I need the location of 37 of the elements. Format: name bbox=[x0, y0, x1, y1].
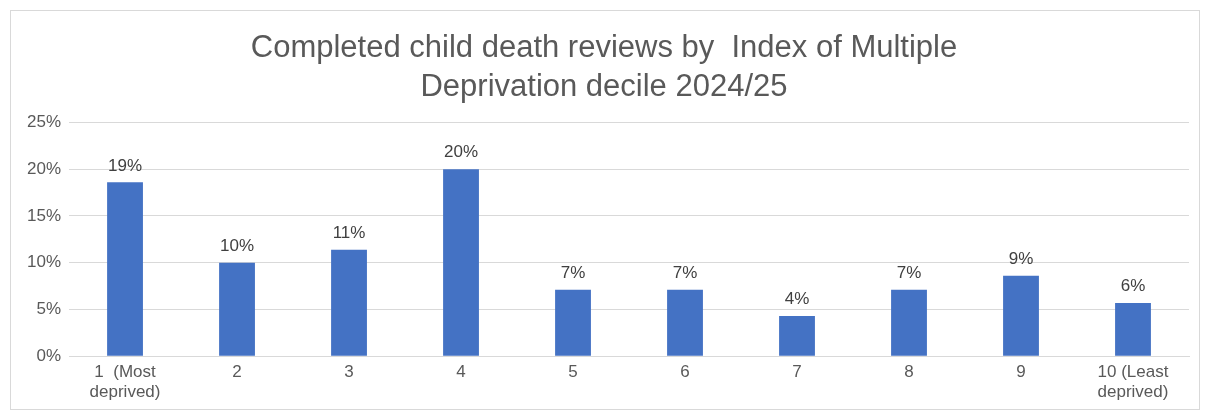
data-label: 20% bbox=[444, 142, 479, 162]
bar bbox=[1115, 302, 1151, 356]
x-tick-label: 3 bbox=[344, 362, 354, 382]
y-tick-label: 0% bbox=[36, 345, 62, 365]
data-label: 4% bbox=[784, 289, 810, 309]
data-label: 9% bbox=[1008, 248, 1034, 268]
bar bbox=[555, 289, 591, 356]
y-tick-label: 25% bbox=[26, 112, 62, 132]
chart-title: Completed child death reviews by Index of Multiple Deprivation decile 2024/25 bbox=[250, 28, 958, 103]
y-tick-label: 10% bbox=[26, 252, 62, 272]
bar bbox=[219, 262, 255, 356]
data-label: 7% bbox=[896, 263, 922, 283]
x-tick-label: 6 bbox=[680, 362, 690, 382]
y-tick-label: 5% bbox=[36, 299, 62, 319]
data-label: 7% bbox=[672, 263, 698, 283]
data-label: 10% bbox=[220, 235, 255, 255]
bar bbox=[1003, 275, 1039, 356]
x-tick-label: 7 bbox=[792, 362, 802, 382]
bar bbox=[443, 169, 479, 356]
data-label: 19% bbox=[108, 155, 143, 175]
data-label: 7% bbox=[560, 263, 586, 283]
data-label: 6% bbox=[1120, 276, 1146, 296]
bar bbox=[331, 249, 367, 356]
data-label: 11% bbox=[332, 222, 366, 242]
bar bbox=[779, 316, 815, 356]
bar bbox=[891, 289, 927, 356]
bar bbox=[667, 289, 703, 356]
y-tick-label: 20% bbox=[26, 158, 62, 178]
x-tick-label: 10 (Least deprived) bbox=[1097, 362, 1169, 402]
x-tick-label: 9 bbox=[1016, 362, 1026, 382]
x-tick-label: 1 (Most deprived) bbox=[89, 362, 161, 402]
x-tick-label: 2 bbox=[232, 362, 242, 382]
x-tick-label: 5 bbox=[568, 362, 578, 382]
bar bbox=[107, 182, 143, 356]
x-tick-label: 4 bbox=[456, 362, 466, 382]
x-tick-label: 8 bbox=[904, 362, 914, 382]
y-tick-label: 15% bbox=[26, 205, 62, 225]
